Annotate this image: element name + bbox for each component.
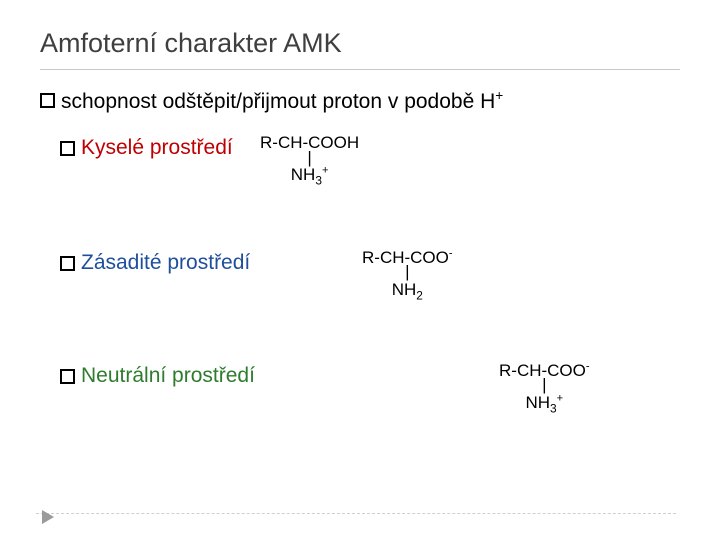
formula-bottom-prefix: NH: [392, 280, 417, 299]
chemical-formula: R-CH-COO- | NH3+: [499, 360, 590, 415]
formula-bond: |: [499, 378, 590, 392]
main-bullet-sup: +: [495, 88, 503, 103]
section-label: Kyselé: [81, 136, 144, 159]
formula-bottom-sub: 3: [315, 173, 322, 187]
formula-top-sup: -: [586, 360, 590, 372]
square-bullet-icon: [60, 369, 75, 384]
square-bullet-icon: [40, 93, 55, 108]
square-bullet-icon: [60, 141, 75, 156]
formula-bottom-sup: +: [557, 392, 563, 404]
formula-bond: |: [260, 151, 359, 165]
formula-bottom-sup: +: [322, 164, 328, 176]
formula-bottom-sub: 2: [416, 288, 423, 302]
footer-divider: [36, 513, 676, 514]
square-bullet-icon: [60, 256, 75, 271]
chemical-formula: R-CH-COOH | NH3+: [260, 134, 359, 187]
section-label: Neutrální: [81, 364, 166, 387]
section-label: Zásadité: [81, 251, 162, 274]
section-suffix: prostředí: [166, 364, 255, 387]
slide-title: Amfoterní charakter AMK: [40, 28, 680, 70]
triangle-icon: [42, 510, 56, 524]
formula-top-sup: -: [449, 247, 453, 259]
section-bullet: Neutrální prostředí: [60, 364, 255, 388]
main-bullet-text: schopnost odštěpit/přijmout proton v pod…: [61, 90, 495, 113]
section-bullet: Kyselé prostředí: [60, 136, 233, 160]
section-suffix: prostředí: [162, 251, 251, 274]
formula-bottom-prefix: NH: [525, 393, 550, 412]
formula-bottom-sub: 3: [550, 401, 557, 415]
section-suffix: prostředí: [144, 136, 233, 159]
main-bullet: schopnost odštěpit/přijmout proton v pod…: [40, 88, 680, 114]
formula-bottom-prefix: NH: [291, 165, 316, 184]
chemical-formula: R-CH-COO- | NH2: [362, 247, 453, 302]
section-bullet: Zásadité prostředí: [60, 251, 250, 275]
formula-bond: |: [362, 265, 453, 279]
